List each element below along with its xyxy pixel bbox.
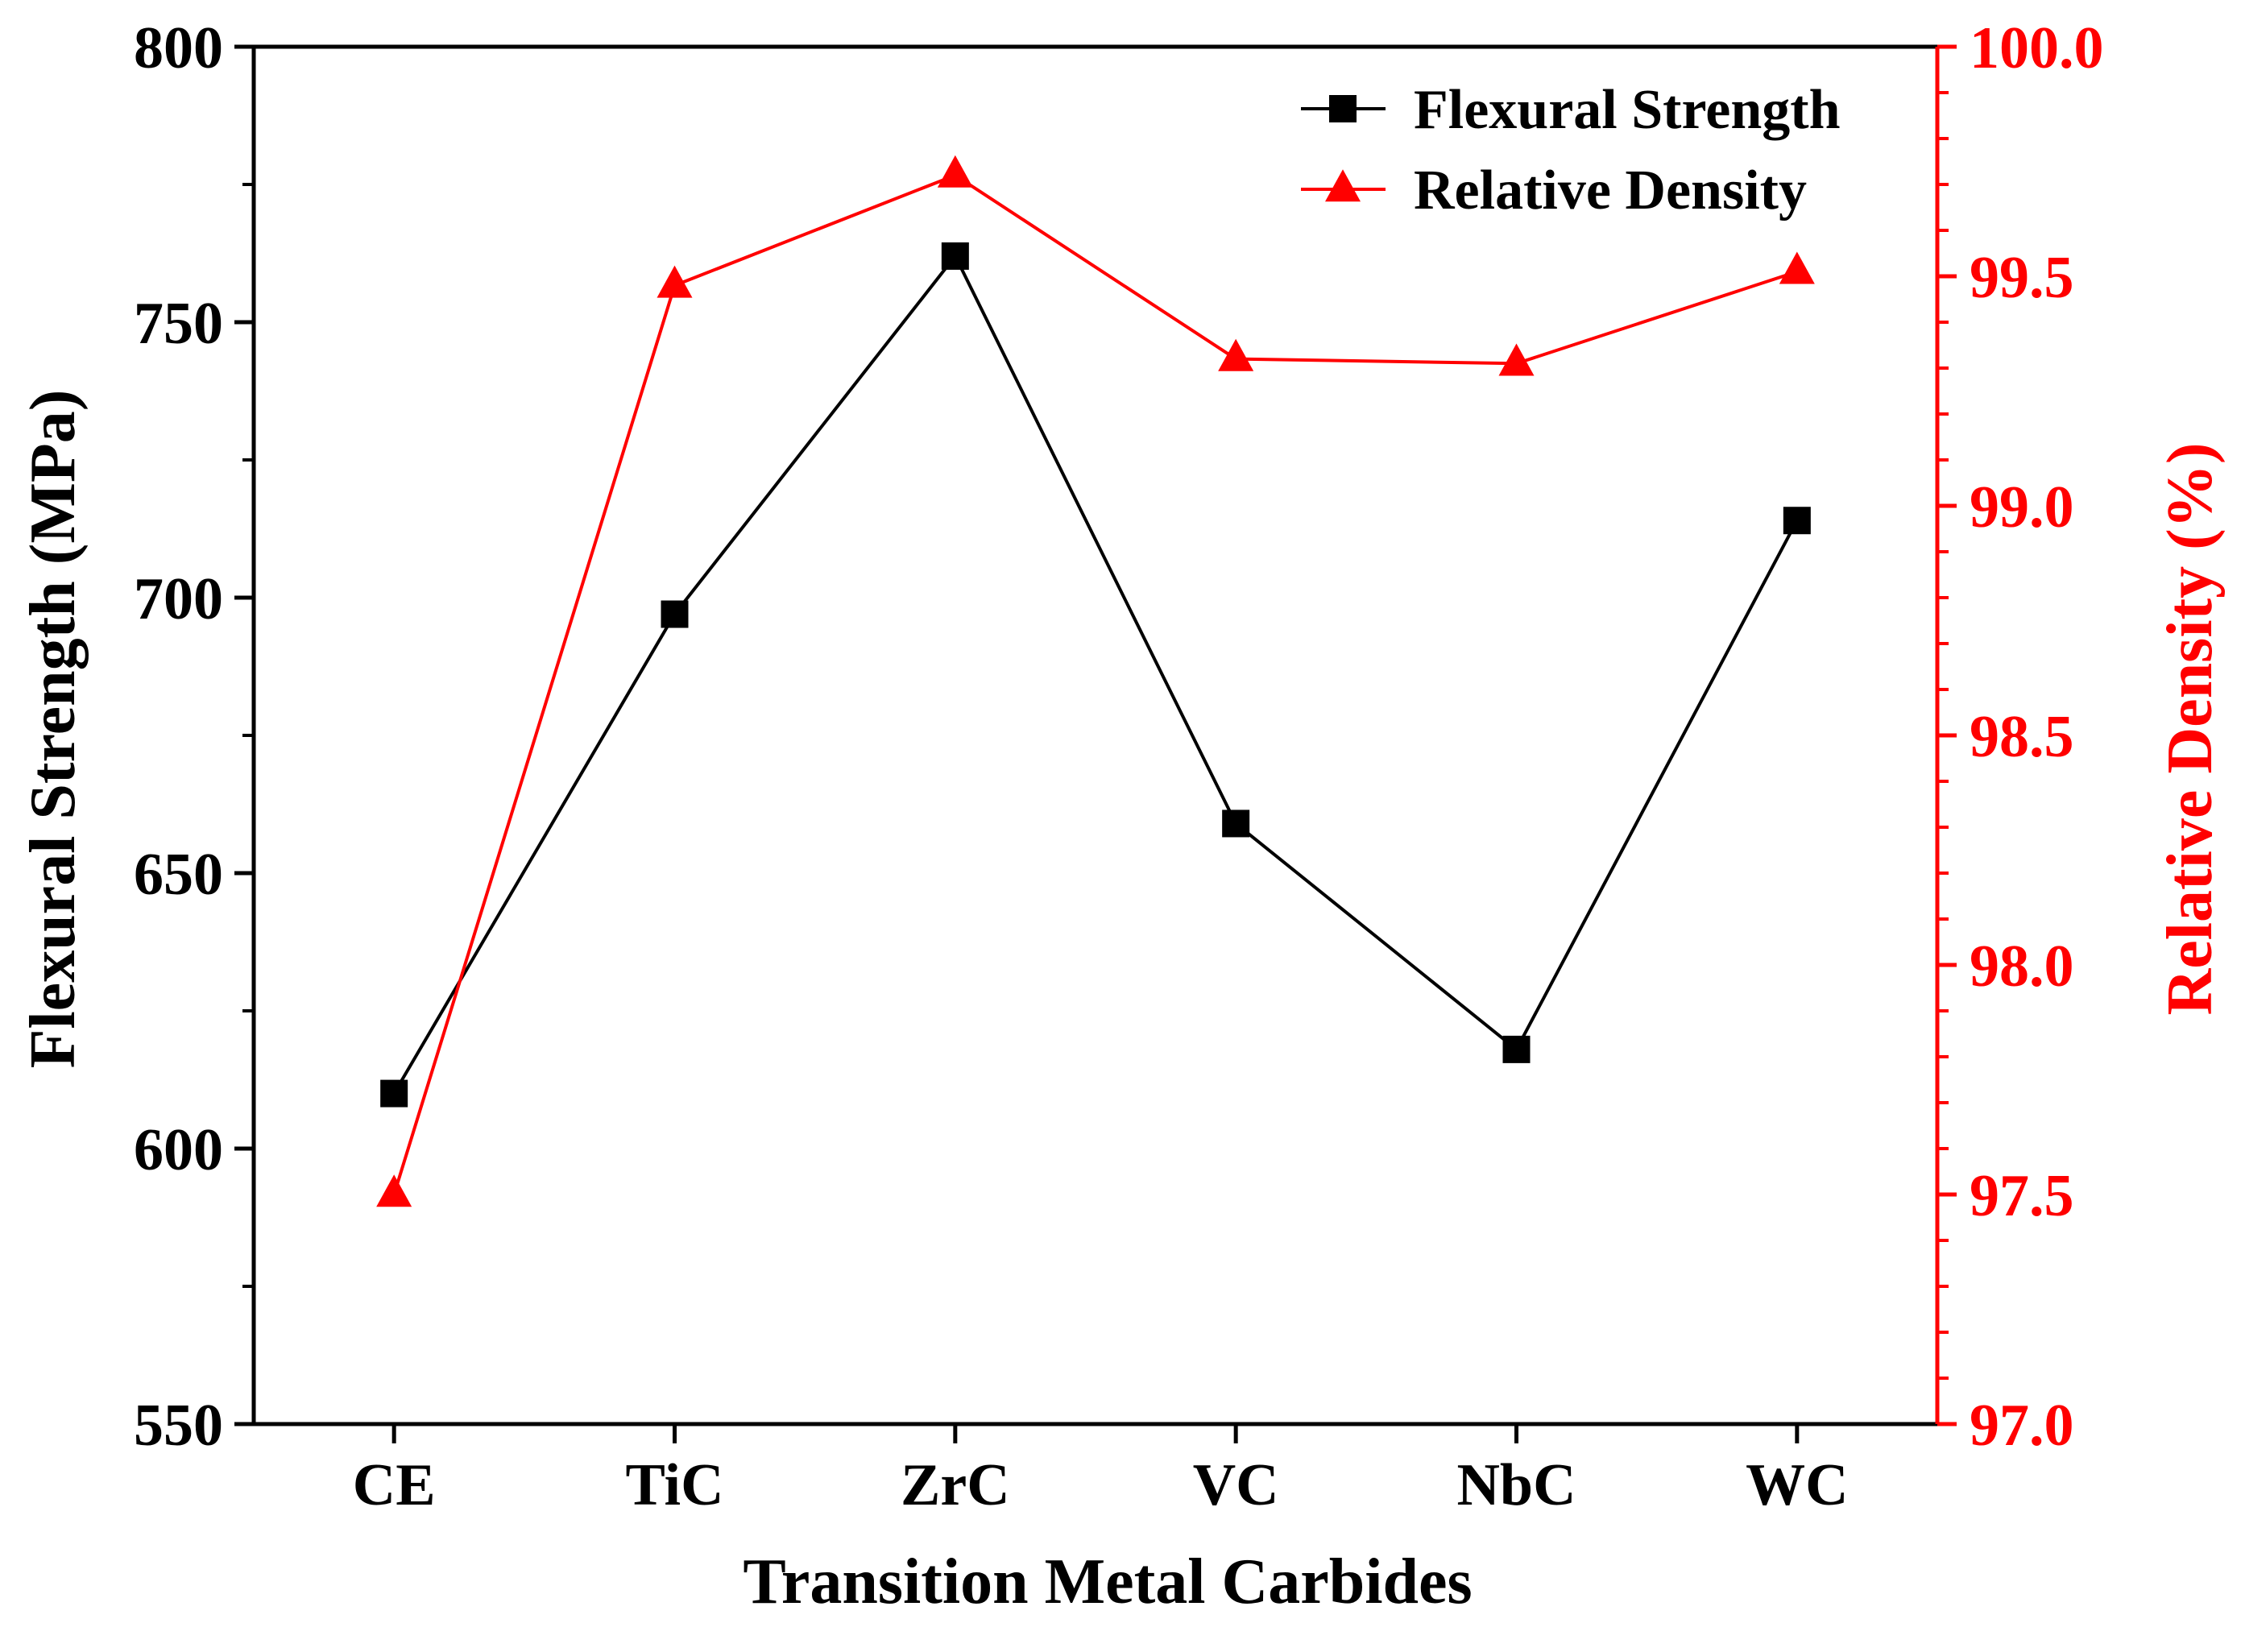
data-point-triangle <box>376 1174 412 1207</box>
right-tick-label: 97.0 <box>1970 1393 2074 1459</box>
left-tick-label: 550 <box>134 1393 223 1459</box>
legend-label: Flexural Strength <box>1414 79 1841 141</box>
legend-label: Relative Density <box>1414 159 1807 222</box>
x-tick-label: TiC <box>625 1452 723 1518</box>
left-tick-label: 650 <box>134 842 223 908</box>
series-layer <box>376 155 1815 1207</box>
data-point-triangle <box>1779 251 1815 284</box>
right-axis-title: Relative Density (%) <box>2155 443 2226 1016</box>
x-tick-label: VC <box>1193 1452 1279 1518</box>
series-line <box>392 253 1799 1095</box>
series-relative-density <box>376 155 1815 1207</box>
data-point-triangle <box>937 155 973 188</box>
data-point-square <box>1502 1035 1531 1063</box>
data-point-square <box>1222 809 1250 838</box>
data-point-triangle <box>657 265 693 298</box>
data-point-square <box>941 242 969 270</box>
x-tick-label: CE <box>353 1452 436 1518</box>
legend: Flexural Strength Relative Density <box>1301 79 1841 222</box>
left-axis-title: Flexural Strength (MPa) <box>18 390 89 1069</box>
left-tick-label: 600 <box>134 1117 223 1183</box>
right-tick-label: 98.5 <box>1970 704 2074 770</box>
left-tick-label: 800 <box>134 15 223 81</box>
data-point-square <box>380 1079 408 1108</box>
data-point-triangle <box>1498 343 1535 376</box>
axes-layer: 550 600 650 700 750 800 97.0 97.5 98.0 98.5 99.0 99… <box>134 15 2104 1518</box>
right-tick-label: 97.5 <box>1970 1163 2074 1229</box>
series-flexural-strength <box>380 242 1811 1108</box>
x-tick-label: WC <box>1746 1452 1848 1518</box>
data-point-triangle <box>1325 169 1361 202</box>
data-point-square <box>661 600 689 628</box>
series-line <box>392 173 1798 1195</box>
right-tick-label: 100.0 <box>1970 15 2104 81</box>
data-point-square <box>1783 507 1811 535</box>
x-tick-label: ZrC <box>901 1452 1010 1518</box>
left-tick-label: 700 <box>134 566 223 632</box>
data-point-triangle <box>1218 338 1254 371</box>
right-tick-label: 99.5 <box>1970 245 2074 311</box>
legend-item: Flexural Strength <box>1301 79 1841 141</box>
legend-item: Relative Density <box>1301 159 1807 222</box>
x-axis-title: Transition Metal Carbides <box>743 1546 1472 1617</box>
right-tick-label: 98.0 <box>1970 934 2074 1000</box>
data-point-square <box>1329 95 1357 122</box>
left-tick-label: 750 <box>134 291 223 357</box>
x-tick-label: NbC <box>1456 1452 1576 1518</box>
right-tick-label: 99.0 <box>1970 474 2074 540</box>
